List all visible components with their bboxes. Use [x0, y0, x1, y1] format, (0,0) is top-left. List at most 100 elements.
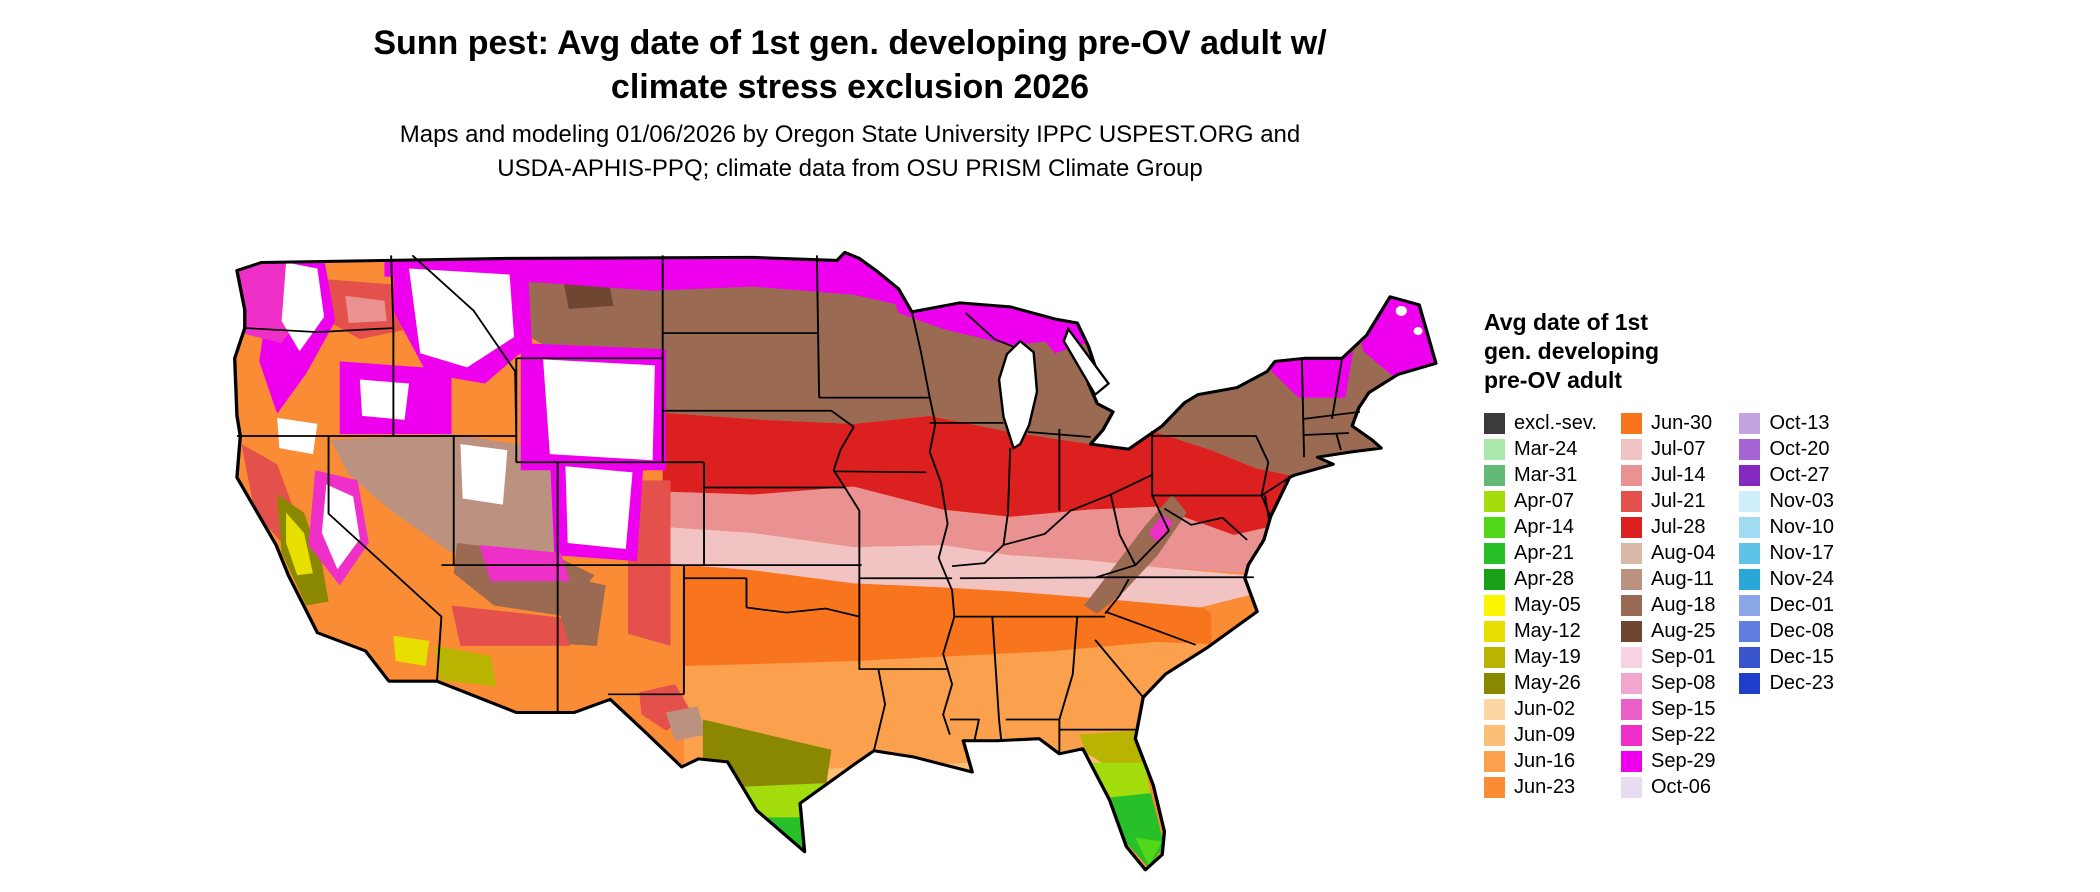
- legend-entry: Sep-08: [1620, 670, 1716, 696]
- legend-label: Mar-31: [1514, 463, 1578, 486]
- legend-label: Nov-03: [1769, 489, 1834, 512]
- state-borders-central: [872, 311, 1254, 754]
- legend-swatch: [1620, 646, 1642, 668]
- region-excluded-idaho: [409, 268, 515, 368]
- legend-swatch: [1739, 568, 1761, 590]
- legend-swatch: [1484, 776, 1505, 798]
- legend-swatch: [1484, 568, 1505, 590]
- map-color-bands: [234, 252, 1436, 870]
- lake-michigan: [997, 339, 1039, 450]
- legend-entry: Jul-07: [1620, 436, 1716, 462]
- legend-entry: Sep-01: [1620, 644, 1715, 670]
- legend-swatch: [1484, 672, 1505, 694]
- legend-swatch: [1739, 490, 1761, 512]
- legend-swatch: [1484, 542, 1505, 564]
- legend-swatch: [1620, 750, 1642, 772]
- legend-entry: Dec-15: [1739, 644, 1834, 670]
- legend-label: Nov-24: [1769, 567, 1834, 590]
- legend-swatch: [1484, 594, 1505, 616]
- legend-label: Aug-11: [1650, 567, 1714, 590]
- legend-label: Dec-01: [1769, 593, 1834, 616]
- legend-label: Mar-24: [1514, 437, 1578, 460]
- region-sw-arizona: [434, 645, 497, 687]
- legend-swatch: [1484, 750, 1505, 772]
- legend-swatch: [1484, 620, 1505, 642]
- lake-huron: [1062, 326, 1111, 397]
- legend-label: Jul-21: [1650, 489, 1706, 512]
- legend-label: Apr-07: [1514, 489, 1575, 512]
- legend-label: Jul-07: [1650, 437, 1706, 460]
- legend-entry: May-05: [1484, 592, 1597, 618]
- region-valley-yellow: [286, 512, 313, 576]
- legend-entry: Aug-25: [1620, 618, 1716, 644]
- legend-entry: Apr-07: [1484, 488, 1597, 514]
- legend-label: Sep-15: [1650, 697, 1716, 720]
- region-excluded-se-oregon: [359, 379, 410, 420]
- legend-entry: Dec-01: [1739, 592, 1834, 618]
- legend-label: Sep-08: [1650, 671, 1716, 694]
- legend-label: Apr-28: [1514, 567, 1575, 590]
- region-north-florida-olive: [1079, 730, 1145, 767]
- us-choropleth-map: [228, 210, 1446, 886]
- region-appalachian-magenta-speck: [1148, 514, 1174, 543]
- legend-entry: Oct-06: [1620, 774, 1716, 800]
- region-imperial-valley: [393, 635, 430, 667]
- legend-label: Jul-14: [1650, 463, 1706, 486]
- legend-entry: Mar-24: [1484, 436, 1597, 462]
- legend-label: Aug-04: [1650, 541, 1716, 564]
- legend-entry: May-26: [1484, 670, 1597, 696]
- legend-label: Jun-09: [1514, 723, 1576, 746]
- legend-swatch: [1620, 464, 1642, 486]
- map-title-line1: Sunn pest: Avg date of 1st gen. developi…: [373, 24, 1327, 62]
- legend-label: May-26: [1514, 671, 1581, 694]
- legend-entry: Apr-28: [1484, 566, 1597, 592]
- legend-swatch: [1484, 490, 1505, 512]
- legend-title: Avg date of 1st gen. developing pre-OV a…: [1484, 308, 1834, 394]
- legend-label: Jun-02: [1514, 697, 1576, 720]
- legend-label: May-12: [1514, 619, 1581, 642]
- legend-entry: Jun-30: [1620, 410, 1716, 436]
- state-borders-east: [1095, 358, 1361, 579]
- legend-swatch: [1620, 672, 1642, 694]
- legend-swatch: [1739, 464, 1761, 486]
- legend-swatch: [1739, 542, 1761, 564]
- legend-entry: Apr-14: [1484, 514, 1597, 540]
- legend-entry: Nov-17: [1739, 540, 1834, 566]
- legend-label: Jun-16: [1514, 749, 1576, 772]
- legend-entry: Aug-11: [1620, 566, 1716, 592]
- legend-entry: Sep-29: [1620, 748, 1715, 774]
- legend-label: excl.-sev.: [1514, 411, 1597, 434]
- legend-swatch: [1620, 620, 1642, 642]
- map-subtitle-line1: Maps and modeling 01/06/2026 by Oregon S…: [399, 121, 1301, 148]
- us-map-svg: [233, 250, 1438, 872]
- legend-entry: Sep-22: [1620, 722, 1715, 748]
- region-excluded-sierra: [321, 484, 360, 570]
- legend-swatch: [1620, 542, 1642, 564]
- legend-swatch: [1739, 438, 1761, 460]
- legend-entry: Jul-21: [1620, 488, 1716, 514]
- legend-column: Jun-30 Jul-07 Jul-14 Jul-21 Jul-28 Aug-04 Aug-…: [1620, 410, 1716, 800]
- legend-entry: Mar-31: [1484, 462, 1597, 488]
- legend: Avg date of 1st gen. developing pre-OV a…: [1484, 308, 1834, 800]
- legend-title-line1: Avg date of 1st: [1484, 309, 1649, 335]
- legend-label: May-05: [1514, 593, 1581, 616]
- region-columbia-basin: [345, 295, 387, 324]
- legend-label: Jun-30: [1650, 411, 1713, 434]
- legend-swatch: [1739, 620, 1761, 642]
- legend-swatch: [1484, 438, 1505, 460]
- region-central-florida-yellowgreen: [1088, 762, 1151, 801]
- legend-label: Aug-25: [1650, 619, 1716, 642]
- state-borders-west: [236, 254, 953, 713]
- legend-entry: Sep-15: [1620, 696, 1716, 722]
- legend-entry: Nov-24: [1739, 566, 1834, 592]
- legend-entry: Oct-13: [1739, 410, 1833, 436]
- legend-swatch: [1620, 698, 1642, 720]
- legend-columns: excl.-sev. Mar-24 Mar-31 Apr-07 Apr-14 Apr-21…: [1484, 410, 1834, 800]
- legend-entry: Oct-27: [1739, 462, 1833, 488]
- legend-entry: Jun-02: [1484, 696, 1597, 722]
- legend-label: Dec-08: [1769, 619, 1834, 642]
- legend-swatch: [1484, 464, 1505, 486]
- legend-label: Oct-20: [1769, 437, 1830, 460]
- legend-label: Nov-10: [1769, 515, 1834, 538]
- region-salmon-band: [662, 486, 1279, 574]
